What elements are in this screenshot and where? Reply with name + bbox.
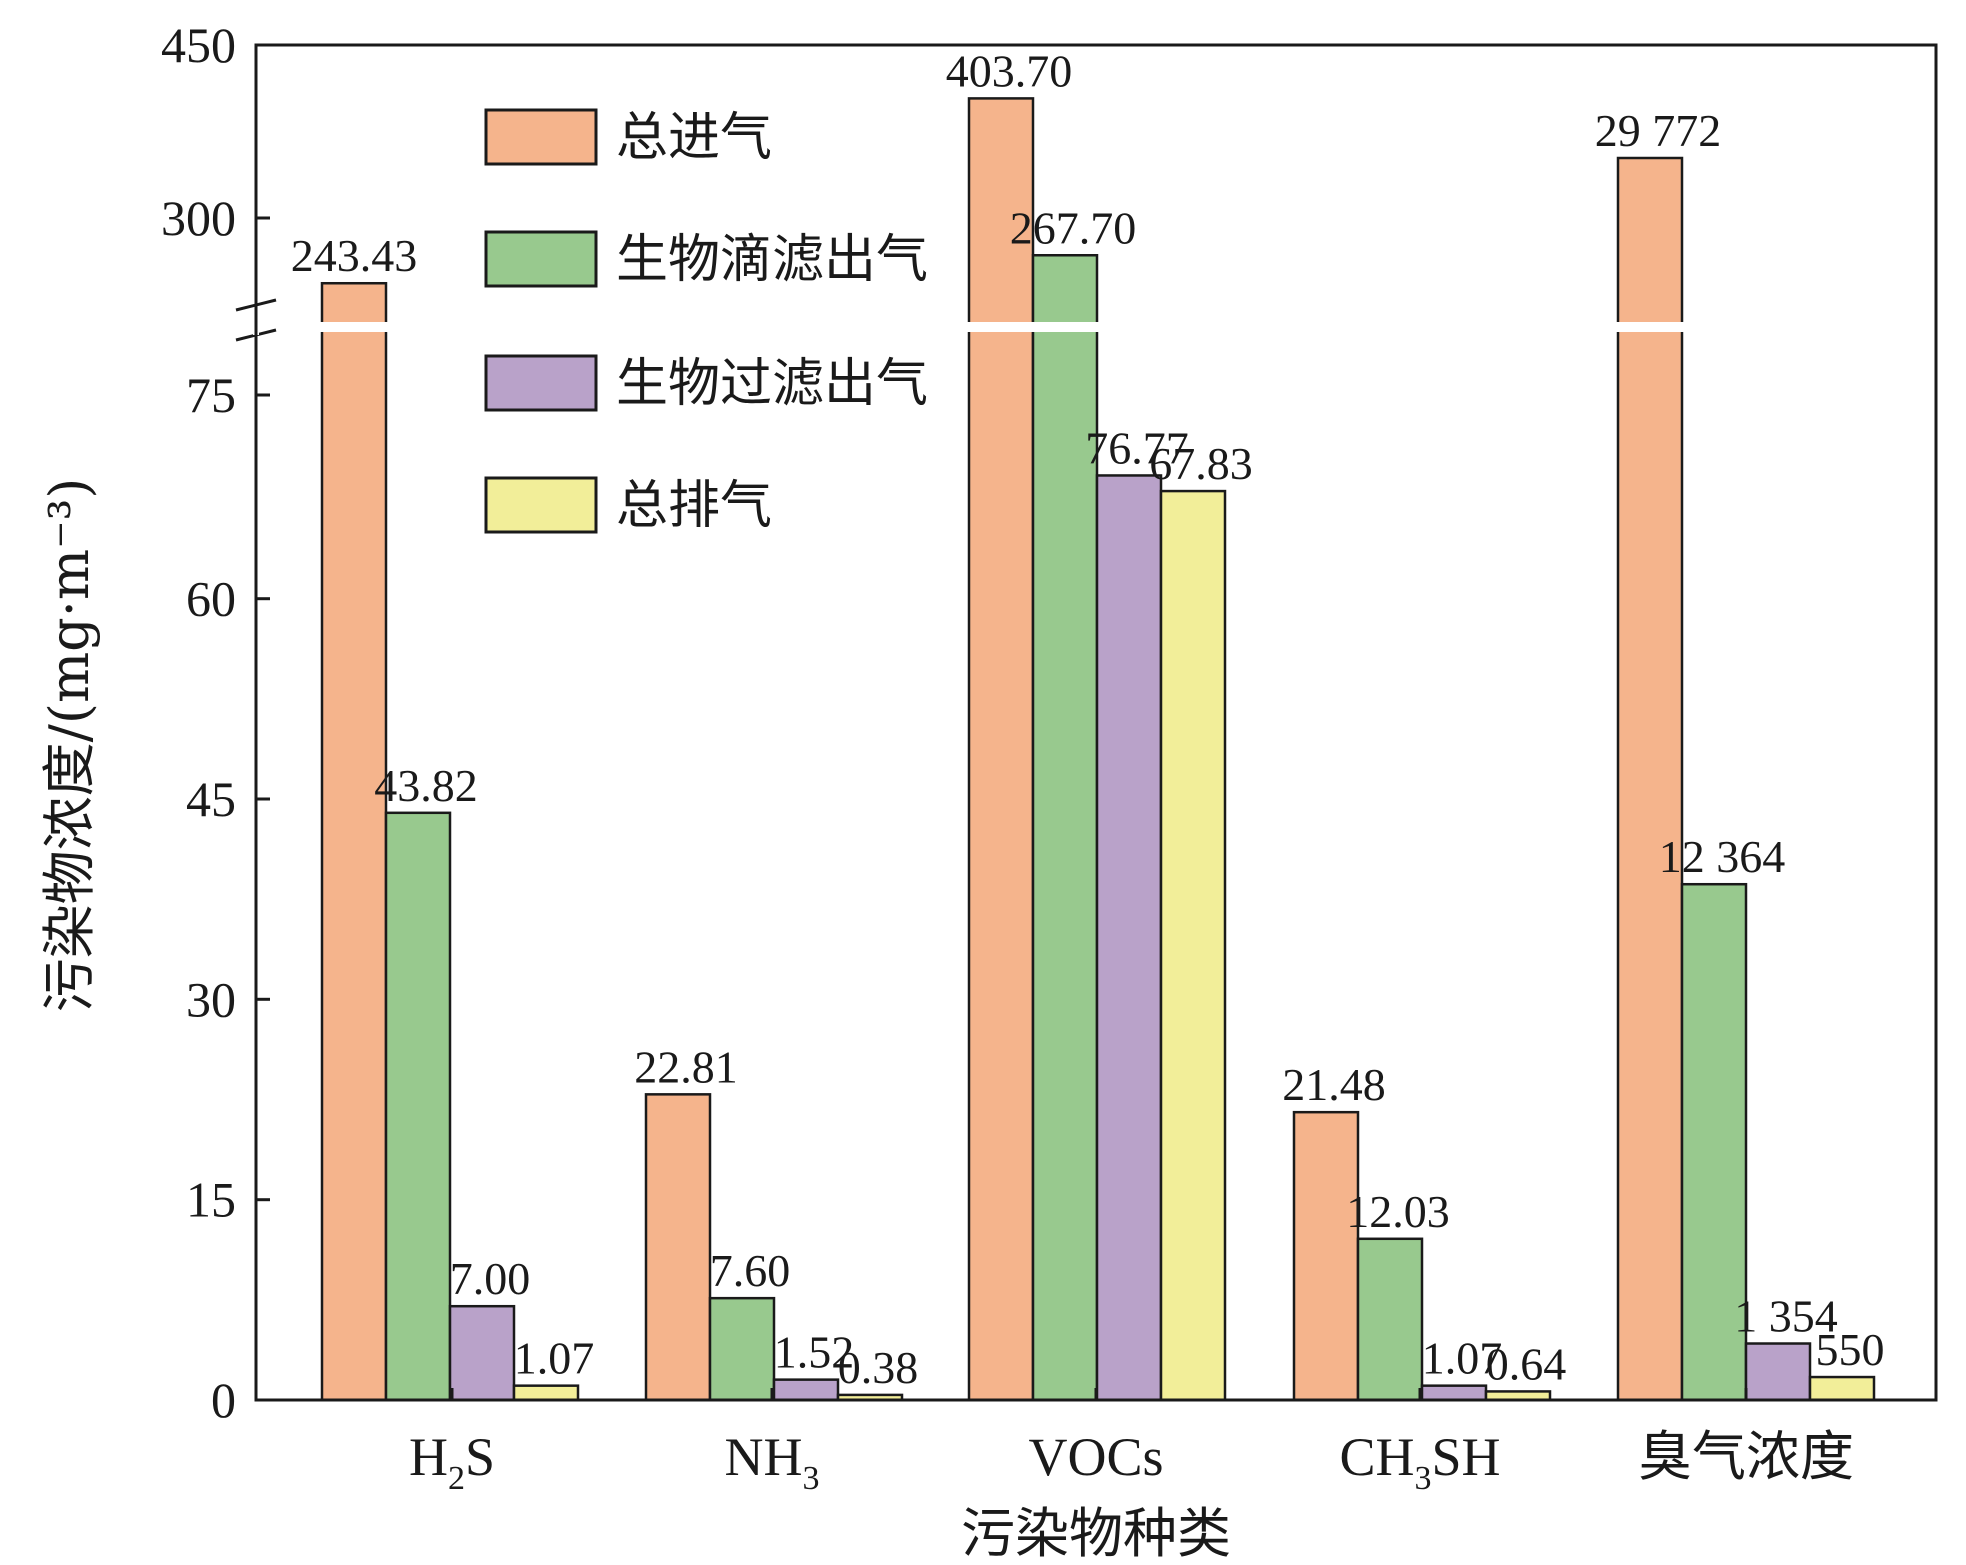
bar-2-4 <box>1356 1237 1424 1402</box>
data-label: 67.83 <box>1149 438 1253 489</box>
bar-2-5 <box>1680 882 1748 1402</box>
y-tick-label: 15 <box>186 1172 236 1228</box>
bar-1-3 <box>967 97 1035 1402</box>
bar-1-4 <box>1292 1110 1360 1402</box>
x-axis-categories: H2S NH3 VOCs CH3SH 臭气浓度 <box>409 1388 1854 1497</box>
x-tick-label: VOCs <box>1028 1427 1163 1487</box>
y-tick-label: 0 <box>211 1372 236 1428</box>
y-axis-title: 污染物浓度/(mg·m⁻³) <box>38 478 101 1013</box>
data-label: 403.70 <box>946 45 1073 96</box>
data-label: 550 <box>1816 1324 1885 1375</box>
bars-layer <box>320 97 1876 1402</box>
bar-2-2 <box>708 1296 776 1402</box>
data-labels-layer: 243.43 22.81 403.70 21.48 29 772 43.82 7.60 267… <box>291 45 1885 1393</box>
legend-label: 生物过滤出气 <box>616 354 928 414</box>
legend-label: 总排气 <box>616 476 772 536</box>
legend-label: 生物滴滤出气 <box>616 230 928 290</box>
bar-3-4 <box>1420 1384 1488 1402</box>
x-axis-title: 污染物种类 <box>961 1502 1231 1565</box>
bar-2-3 <box>1031 254 1099 1402</box>
bar-3-2 <box>772 1378 840 1402</box>
bar-3-3 <box>1095 474 1163 1402</box>
legend-swatch <box>484 354 598 412</box>
data-label: 76.77 <box>1085 422 1189 473</box>
data-label: 1 354 <box>1734 1291 1838 1342</box>
bar-4-3 <box>1159 489 1227 1402</box>
bar-1-1 <box>320 281 388 1402</box>
data-label: 12 364 <box>1659 831 1786 882</box>
bar-2-1 <box>384 811 452 1402</box>
x-tick-label: H2S <box>409 1427 495 1497</box>
legend-swatch <box>484 230 598 288</box>
data-label: 1.07 <box>514 1333 595 1384</box>
data-label: 22.81 <box>634 1041 738 1092</box>
y-tick-label: 45 <box>186 771 236 827</box>
data-label: 0.64 <box>1486 1338 1567 1389</box>
data-label: 12.03 <box>1346 1186 1450 1237</box>
bar-3-5 <box>1744 1342 1812 1402</box>
bar-1-5 <box>1616 156 1684 1402</box>
y-axis-ticks: 0 15 30 45 60 75 300 450 <box>161 17 270 1428</box>
legend-swatch <box>484 108 598 166</box>
data-label: 1.07 <box>1422 1333 1503 1384</box>
bar-3-1 <box>448 1304 516 1402</box>
bar-4-1 <box>512 1384 580 1402</box>
data-label: 1.52 <box>774 1327 855 1378</box>
data-label: 43.82 <box>374 760 478 811</box>
data-label: 7.60 <box>710 1245 791 1296</box>
y-tick-label: 450 <box>161 17 236 73</box>
legend-swatch <box>484 476 598 534</box>
data-label: 267.70 <box>1010 202 1137 253</box>
y-tick-label: 300 <box>161 190 236 246</box>
x-tick-label: 臭气浓度 <box>1638 1427 1854 1487</box>
data-label: 29 772 <box>1595 105 1722 156</box>
legend-label: 总进气 <box>616 108 772 168</box>
y-tick-label: 75 <box>186 367 236 423</box>
data-label: 243.43 <box>291 230 418 281</box>
data-label: 21.48 <box>1282 1059 1386 1110</box>
data-label: 0.38 <box>838 1342 919 1393</box>
break-band <box>260 322 1932 332</box>
y-tick-label: 30 <box>186 971 236 1027</box>
x-tick-label: NH3 <box>725 1427 820 1497</box>
x-tick-label: CH3SH <box>1339 1427 1500 1497</box>
bar-4-5 <box>1808 1375 1876 1402</box>
data-label: 7.00 <box>450 1253 531 1304</box>
y-tick-label: 60 <box>186 571 236 627</box>
bar-1-2 <box>644 1093 712 1402</box>
